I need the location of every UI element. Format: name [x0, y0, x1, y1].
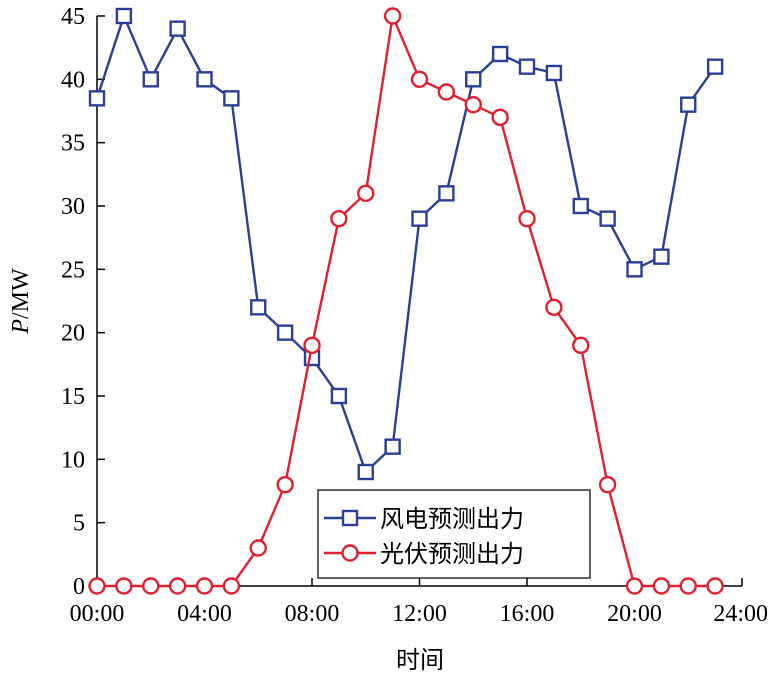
- y-tick-label: 30: [61, 194, 85, 220]
- x-tick-label: 12:00: [392, 601, 447, 627]
- x-tick-label: 24:00: [713, 601, 768, 627]
- data-point-square: [572, 197, 589, 215]
- data-point-square: [357, 463, 374, 481]
- y-axis-title-unit: /MW: [8, 268, 34, 319]
- legend-entry-wind: 风电预测出力: [324, 505, 524, 533]
- y-tick-label: 5: [73, 511, 85, 537]
- data-point-square: [384, 438, 401, 455]
- data-point-circle: [88, 577, 106, 595]
- ticks: 0 5 10 15 20 25 30 35 40 45 00:00 04:00 08:00 12:00 16…: [61, 4, 768, 627]
- data-point-square: [88, 90, 106, 107]
- data-point-circle: [383, 7, 402, 25]
- data-point-circle: [572, 336, 590, 355]
- data-point-circle: [518, 209, 536, 228]
- legend-label-solar: 光伏预测出力: [380, 540, 524, 568]
- y-axis-title: P/MW: [8, 268, 34, 335]
- legend-box: [317, 489, 591, 579]
- data-point-square: [115, 7, 133, 25]
- data-point-square: [545, 64, 563, 82]
- data-point-circle: [330, 209, 348, 228]
- data-point-square: [411, 210, 428, 227]
- data-point-square: [196, 71, 213, 88]
- data-point-square: [491, 45, 509, 63]
- legend-entry-solar: 光伏预测出力: [324, 540, 524, 568]
- series-line: [95, 14, 717, 474]
- legend-marker-circle: [341, 544, 359, 562]
- data-point-circle: [142, 577, 160, 595]
- x-tick-label: 04:00: [177, 601, 232, 627]
- data-point-circle: [491, 108, 509, 127]
- data-point-circle: [222, 577, 241, 595]
- data-point-square: [626, 261, 643, 278]
- data-point-circle: [276, 475, 294, 494]
- data-point-square: [465, 71, 482, 88]
- data-point-circle: [464, 95, 482, 114]
- y-axis-title-italic: P: [8, 319, 34, 335]
- y-tick-label: 25: [61, 257, 85, 283]
- data-point-square: [518, 58, 536, 75]
- data-point-square: [169, 20, 186, 37]
- data-point-circle: [625, 577, 644, 595]
- legend-label-wind: 风电预测出力: [380, 505, 524, 533]
- y-tick-label: 10: [61, 447, 85, 473]
- legend: 风电预测出力 光伏预测出力: [317, 489, 591, 579]
- x-tick-label: 16:00: [500, 601, 555, 627]
- data-point-square: [330, 387, 348, 405]
- data-point-circle: [437, 83, 456, 101]
- data-point-circle: [410, 70, 429, 89]
- legend-marker-square: [341, 509, 359, 527]
- data-point-circle: [303, 336, 321, 355]
- data-point-circle: [249, 539, 267, 557]
- y-tick-label: 20: [61, 321, 85, 347]
- data-point-circle: [679, 577, 697, 595]
- data-point-square: [706, 58, 724, 75]
- data-point-circle: [195, 577, 214, 595]
- y-tick-label: 40: [61, 67, 85, 93]
- data-point-circle: [598, 475, 617, 494]
- data-point-square: [653, 248, 670, 265]
- data-point-square: [680, 96, 697, 113]
- data-point-circle: [652, 577, 671, 595]
- data-point-circle: [115, 577, 133, 595]
- x-tick-label: 20:00: [607, 601, 662, 627]
- y-tick-label: 0: [73, 574, 85, 600]
- data-point-square: [250, 299, 267, 316]
- y-tick-label: 35: [61, 131, 85, 157]
- data-point-circle: [706, 577, 724, 595]
- data-point-square: [599, 210, 616, 227]
- series-layer: [88, 7, 724, 595]
- x-tick-label: 08:00: [285, 601, 340, 627]
- series-solar: [88, 7, 724, 595]
- x-axis-title: 时间: [396, 646, 444, 674]
- x-tick-label: 00:00: [70, 601, 125, 627]
- series-wind: [88, 7, 724, 481]
- data-point-square: [223, 90, 240, 107]
- data-point-circle: [357, 184, 375, 203]
- data-point-circle: [545, 298, 563, 317]
- y-tick-label: 45: [61, 4, 85, 30]
- data-point-circle: [168, 577, 187, 595]
- data-point-square: [438, 185, 455, 202]
- data-point-square: [276, 324, 294, 341]
- data-point-square: [142, 71, 159, 88]
- y-tick-label: 15: [61, 384, 85, 410]
